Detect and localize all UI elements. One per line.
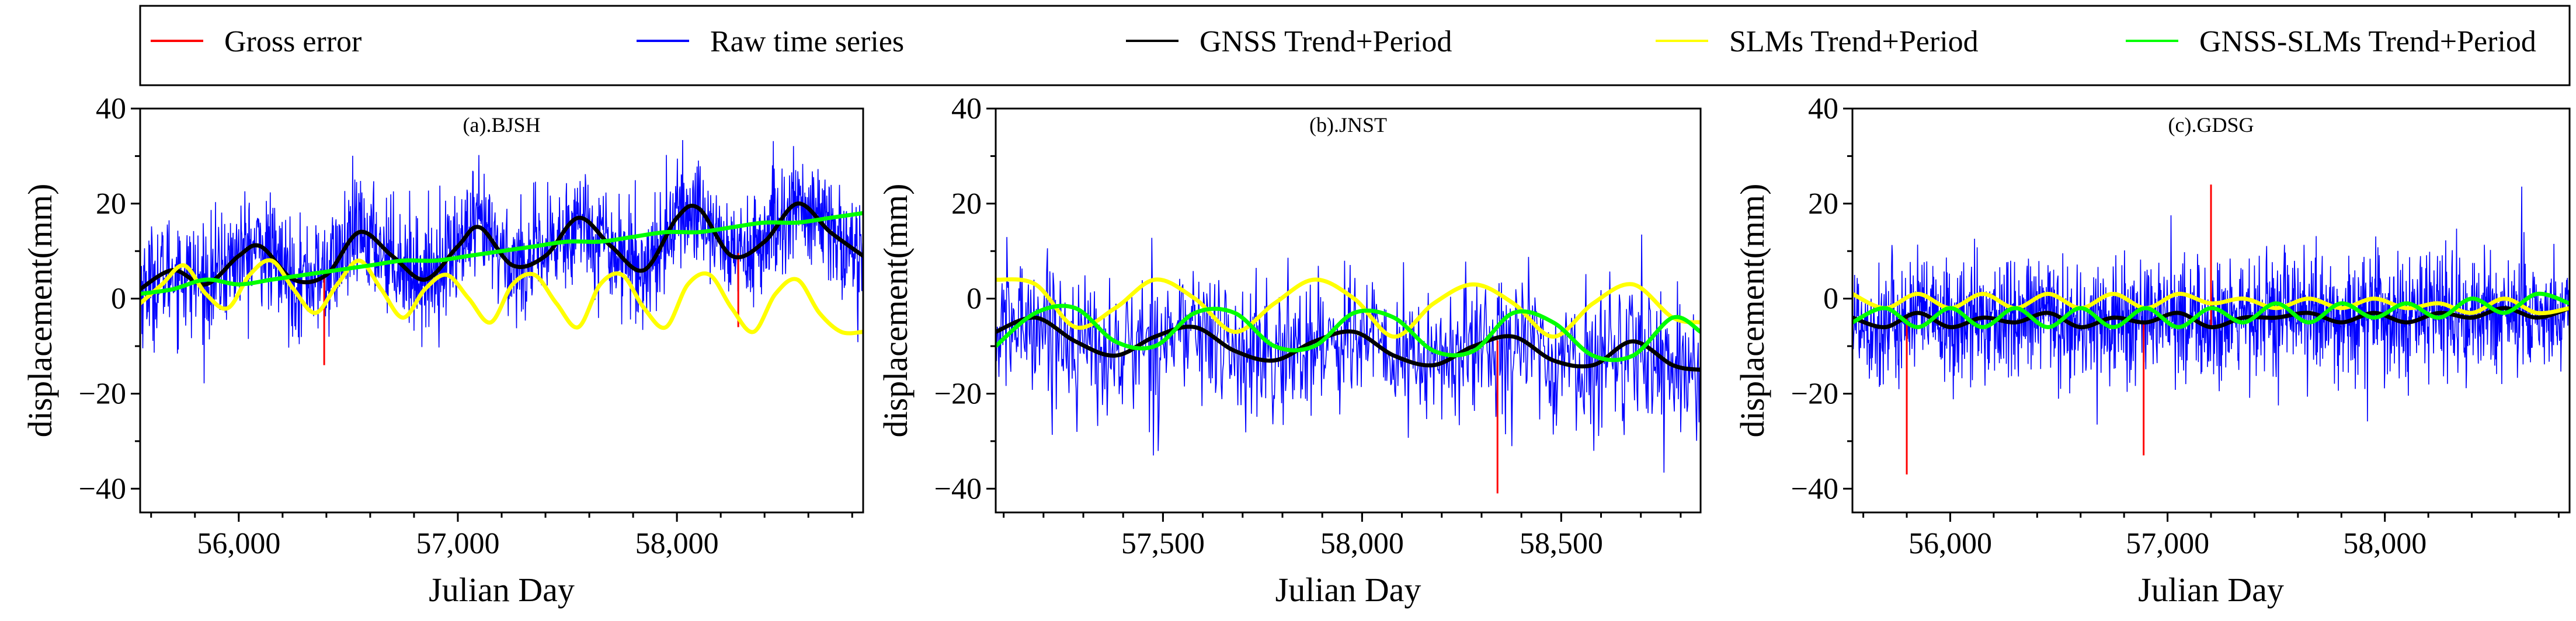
legend-label-gross: Gross error: [224, 25, 361, 58]
legend-label-raw: Raw time series: [710, 25, 904, 58]
plot-area: [996, 234, 1701, 494]
y-tick-label: 20: [1808, 187, 1838, 221]
y-tick-label: −40: [934, 472, 982, 505]
plot-frame: [995, 107, 1702, 514]
y-tick-label: 20: [96, 187, 126, 221]
plot-area: [1852, 184, 2570, 475]
series-gnss-trend-period: [996, 315, 1701, 372]
series-slms-trend-period: [996, 277, 1701, 339]
panel-title: (c).GDSG: [2168, 113, 2254, 137]
legend-item-gross: Gross error: [151, 25, 361, 58]
chart-panel-jnst: −40 −20 0 20 40 57,500 58,000 58,500 (b).JNST Jul…: [877, 92, 1702, 609]
y-tick-label: 40: [96, 92, 126, 125]
y-tick-label: −20: [1791, 377, 1838, 410]
y-tick-label: 0: [967, 282, 982, 316]
y-tick-label: 40: [951, 92, 982, 125]
legend-label-gnss: GNSS Trend+Period: [1200, 25, 1452, 58]
y-tick-label: −40: [79, 472, 126, 505]
y-axis-title: displacement(mm): [21, 184, 59, 438]
series-gnss-slms-trend-period: [1852, 291, 2570, 329]
x-axis-title: Julian Day: [2138, 571, 2284, 609]
legend-item-diff: GNSS-SLMs Trend+Period: [2126, 25, 2536, 58]
x-axis-title: Julian Day: [429, 571, 575, 609]
series-gnss-slms-trend-period: [996, 303, 1701, 362]
panel-title: (b).JNST: [1309, 113, 1387, 137]
chart-panel-gdsg: −40 −20 0 20 40 56,000 57,000 58,000 (c).GDSG Jul…: [1733, 92, 2571, 609]
series-slms-trend-period: [140, 258, 863, 336]
x-tick-label: 56,000: [1908, 527, 1992, 560]
legend-label-diff: GNSS-SLMs Trend+Period: [2199, 25, 2536, 58]
y-tick-label: 20: [951, 187, 982, 221]
series-raw-time-series: [140, 139, 863, 383]
y-tick-label: −20: [934, 377, 982, 410]
series-gnss-slms-trend-period: [140, 211, 863, 296]
y-tick-label: 0: [111, 282, 126, 316]
x-tick-label: 58,000: [635, 527, 719, 560]
series-gnss-trend-period: [140, 201, 863, 291]
y-tick-label: −20: [79, 377, 126, 410]
chart-panel-bjsh: −40 −20 0 20 40 56,000 57,000 58,000 (a).BJSH Jul…: [21, 92, 864, 609]
series-slms-trend-period: [1852, 291, 2570, 316]
y-tick-label: 0: [1823, 282, 1838, 316]
x-tick-label: 58,000: [2343, 527, 2426, 560]
x-tick-label: 57,000: [416, 527, 499, 560]
x-axis-title: Julian Day: [1275, 571, 1421, 609]
legend-box: [139, 5, 2571, 86]
x-tick-label: 57,000: [2126, 527, 2209, 560]
legend-item-slm: SLMs Trend+Period: [1656, 25, 1979, 58]
y-axis-title: displacement(mm): [877, 184, 915, 438]
x-tick-label: 58,500: [1520, 527, 1603, 560]
panel-title: (a).BJSH: [463, 113, 541, 137]
legend-item-raw: Raw time series: [637, 25, 904, 58]
plot-area: [140, 139, 863, 383]
legend-label-slm: SLMs Trend+Period: [1729, 25, 1979, 58]
y-axis-title: displacement(mm): [1733, 184, 1771, 438]
legend: Gross error Raw time series GNSS Trend+Per…: [139, 5, 2571, 86]
x-tick-label: 56,000: [197, 527, 280, 560]
y-tick-label: −40: [1791, 472, 1838, 505]
x-tick-label: 58,000: [1320, 527, 1404, 560]
x-tick-label: 57,500: [1121, 527, 1205, 560]
legend-item-gnss: GNSS Trend+Period: [1126, 25, 1452, 58]
y-tick-label: 40: [1808, 92, 1838, 125]
